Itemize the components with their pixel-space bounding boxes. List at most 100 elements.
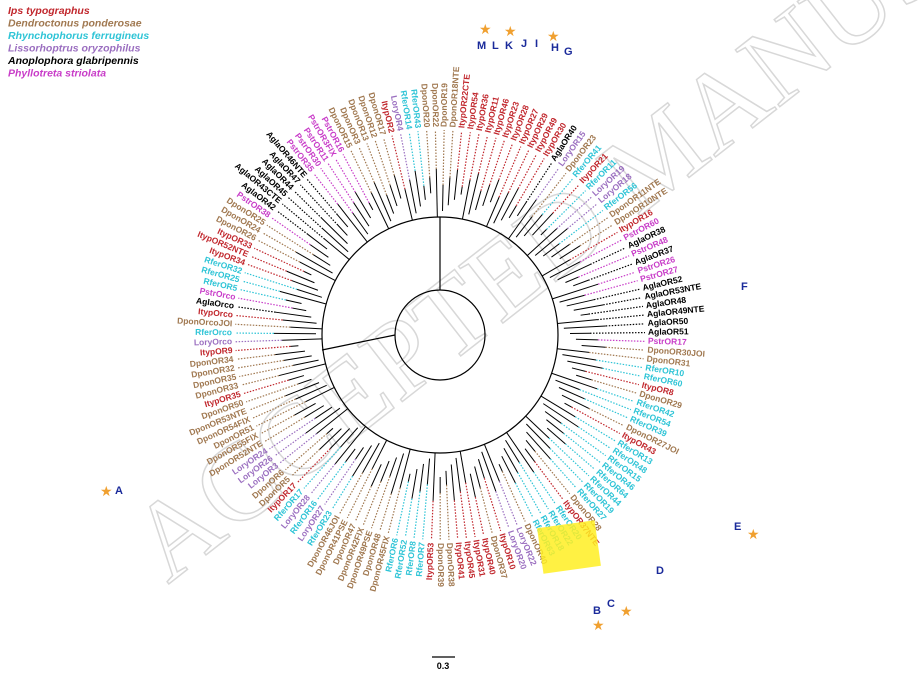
leaf-label: DponOR30JOI [647, 345, 705, 359]
leaf-branch [281, 203, 326, 240]
leaf-branch [422, 484, 428, 540]
leaf-branch [498, 143, 514, 180]
leaf-label: AglaOR50 [647, 316, 688, 328]
branch [326, 427, 334, 434]
branch [322, 228, 349, 253]
leaf-branch [297, 448, 331, 483]
branch [389, 184, 398, 207]
branch [319, 428, 342, 450]
branch [386, 194, 395, 214]
leaf-branch [303, 446, 341, 489]
branch [526, 228, 558, 256]
star: ★ [747, 526, 760, 542]
leaf-branch [339, 472, 364, 515]
leaf-label: RferOR7 [414, 542, 427, 577]
leaf-branch [266, 224, 314, 256]
leaf-branch [498, 146, 522, 198]
scale-label: 0.3 [437, 661, 450, 671]
branch [295, 384, 327, 400]
star: ★ [620, 603, 633, 619]
leaf-branch [549, 447, 584, 483]
leaf-branch [236, 354, 276, 360]
branch [411, 468, 418, 499]
branch [414, 170, 421, 207]
leaf-branch [567, 203, 598, 230]
branch [525, 440, 536, 452]
branch [557, 263, 591, 281]
branch [576, 374, 592, 381]
leaf-branch [459, 491, 468, 539]
branch [567, 360, 603, 369]
leaf-label: RferOR8 [404, 540, 418, 576]
branch [419, 463, 425, 492]
branch [566, 299, 595, 307]
leaf-branch [449, 130, 454, 178]
leaf-branch [252, 398, 296, 419]
branch [500, 188, 519, 221]
branch [498, 463, 503, 472]
leaf-branch [260, 414, 295, 435]
leaf-branch [533, 471, 557, 505]
star: ★ [100, 483, 113, 499]
branch [304, 405, 325, 418]
leaf-branch [271, 217, 311, 246]
branch [294, 403, 316, 416]
leaf-branch [546, 190, 586, 230]
leaf-label: AglaOR51 [648, 326, 689, 336]
branch [368, 202, 374, 211]
tree: DponOrcoJOIItypOrcoAglaOrcoPstrOrcoRferO… [177, 66, 705, 593]
leaf-branch [434, 130, 437, 170]
branch [282, 319, 317, 324]
stars: ★ ★ ★ ★ ★ ★ ★ [100, 21, 760, 633]
clade-label: J [521, 38, 527, 50]
leaf-branch [264, 416, 306, 442]
leaf-branch [589, 247, 626, 265]
leaf-branch [417, 131, 425, 186]
leaf-branch [602, 367, 641, 377]
branch [345, 448, 356, 463]
branch [370, 464, 382, 487]
branch [540, 229, 547, 236]
leaf-branch [498, 481, 518, 526]
branch [362, 442, 380, 473]
leaf-branch [396, 481, 409, 536]
clade-label: A [115, 485, 123, 497]
leaf-label: ItypOR9 [200, 345, 234, 357]
leaf-branch [404, 498, 413, 538]
legend-entry: Rhynchophorus ferrugineus [8, 30, 149, 42]
branch [534, 228, 568, 256]
branch [442, 185, 444, 212]
leaf-branch [257, 239, 301, 263]
branch [506, 432, 535, 473]
leaf-branch [483, 478, 502, 532]
leaf-branch [589, 331, 645, 334]
branch [559, 245, 581, 260]
legend-entry: Lissorhoptrus oryzophilus [8, 43, 141, 55]
branch [573, 304, 604, 311]
leaf-label: ItypOR45 [463, 541, 478, 580]
leaf-branch [334, 158, 356, 193]
branch [461, 179, 471, 220]
leaf-branch [560, 422, 607, 457]
leaf-branch [518, 462, 549, 510]
branch [505, 440, 520, 463]
leaf-branch [588, 305, 644, 315]
leaf-label: RferOrco [195, 327, 232, 337]
leaf-branch [310, 463, 336, 495]
leaf-label: DponOR22 [430, 83, 441, 127]
leaf-branch [525, 162, 553, 203]
leaf-branch [262, 232, 297, 253]
leaf-branch [354, 485, 372, 522]
branch [445, 470, 448, 485]
branch [516, 202, 527, 217]
branch [316, 408, 349, 435]
branch [355, 447, 364, 460]
branch [551, 372, 598, 390]
branch [399, 449, 411, 489]
leaf-branch [293, 190, 323, 219]
branch [291, 280, 319, 291]
branch [503, 447, 519, 473]
leaf-branch [382, 137, 395, 176]
